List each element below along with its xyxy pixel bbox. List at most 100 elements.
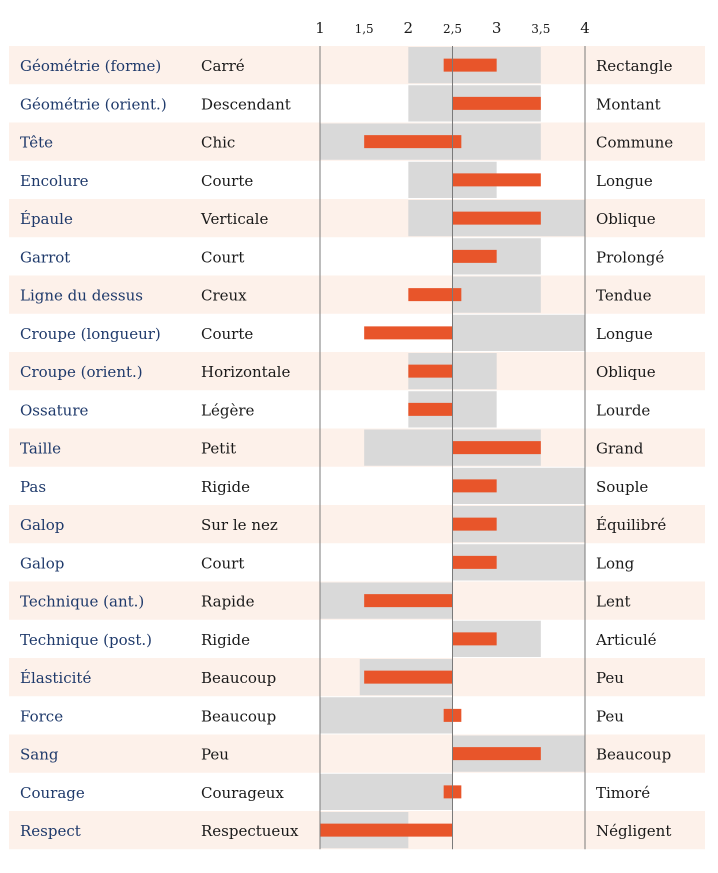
low-label: Court [201,248,244,266]
trait-label: Épaule [20,210,73,228]
row-stripe [9,658,705,697]
row-stripe [9,46,705,85]
trait-label: Élasticité [20,669,91,687]
high-label: Tendue [596,287,652,305]
high-label: Articulé [595,631,657,649]
low-label: Rapide [201,593,255,611]
trait-label: Sang [20,746,59,764]
high-label: Prolongé [596,248,664,266]
x-tick-label: 2,5 [443,22,462,36]
value-bar [452,96,541,110]
high-label: Long [596,554,635,572]
x-tick-label: 4 [580,19,590,37]
trait-label: Croupe (longueur) [20,325,161,343]
high-label: Beaucoup [596,746,671,764]
value-bar [452,517,497,531]
value-bar [452,173,541,187]
value-bar [452,211,541,225]
value-bar [408,288,462,302]
low-label: Légère [201,401,254,419]
value-bar [443,58,497,72]
high-label: Montant [596,95,661,113]
value-bar [452,555,497,569]
low-label: Courte [201,172,253,190]
low-label: Petit [201,440,236,458]
trait-label: Technique (post.) [20,631,152,649]
high-label: Lent [596,593,631,611]
low-label: Beaucoup [201,669,276,687]
high-label: Grand [596,440,644,458]
trait-label: Ligne du dessus [20,287,143,305]
low-label: Courageux [201,784,284,802]
trait-label: Ossature [20,401,88,419]
high-label: Négligent [596,822,671,840]
value-bar [364,135,462,149]
trait-label: Galop [20,554,64,572]
trait-label: Encolure [20,172,89,190]
high-label: Oblique [596,210,656,228]
range-band [452,314,585,351]
low-label: Rigide [201,478,250,496]
low-label: Rigide [201,631,250,649]
trait-label: Force [20,707,63,725]
value-bar [408,364,453,378]
value-bar [364,326,453,340]
low-label: Creux [201,287,247,305]
trait-label: Tête [20,134,53,152]
range-band [320,697,453,734]
row-stripe [9,199,705,238]
high-label: Rectangle [596,57,673,75]
low-label: Respectueux [201,822,299,840]
high-label: Commune [596,134,673,152]
row-stripe [9,734,705,773]
low-label: Chic [201,134,235,152]
x-tick-label: 3 [492,19,502,37]
trait-label: Garrot [20,248,70,266]
x-tick-label: 2 [404,19,414,37]
high-label: Équilibré [596,516,666,534]
low-label: Carré [201,57,245,75]
low-label: Sur le nez [201,516,278,534]
row-stripe [9,275,705,314]
value-bars [320,58,541,837]
low-label: Descendant [201,95,291,113]
high-label: Longue [596,325,653,343]
row-stripe [9,428,705,467]
value-bar [408,402,453,416]
high-label: Peu [596,707,624,725]
low-label: Court [201,554,244,572]
value-bar [364,594,453,608]
axis-lines [319,46,586,850]
trait-label: Croupe (orient.) [20,363,143,381]
high-label: Souple [596,478,648,496]
high-label: Peu [596,669,624,687]
row-stripe [9,352,705,391]
trait-label: Géométrie (orient.) [20,95,167,113]
value-bar [452,479,497,493]
value-bar [452,632,497,646]
x-tick-label: 1,5 [355,22,374,36]
range-band [452,276,541,313]
x-axis-tick-labels: 1 1,5 2 2,5 3 3,5 4 [315,19,590,37]
range-band [320,773,453,810]
high-label: Timoré [596,784,650,802]
value-bar [320,823,453,837]
high-label: Oblique [596,363,656,381]
low-label: Courte [201,325,253,343]
trait-label: Respect [20,822,81,840]
trait-label: Galop [20,516,64,534]
row-labels: Géométrie (forme) Carré Rectangle Géométrie… [20,57,673,840]
x-tick-label: 3,5 [531,22,550,36]
low-label: Horizontale [201,363,290,381]
low-label: Verticale [200,210,268,228]
trait-label: Pas [20,478,46,496]
low-label: Beaucoup [201,707,276,725]
high-label: Lourde [596,401,650,419]
value-bar [364,670,453,684]
trait-label: Courage [20,784,85,802]
trait-label: Technique (ant.) [20,593,144,611]
high-label: Longue [596,172,653,190]
low-label: Peu [201,746,229,764]
